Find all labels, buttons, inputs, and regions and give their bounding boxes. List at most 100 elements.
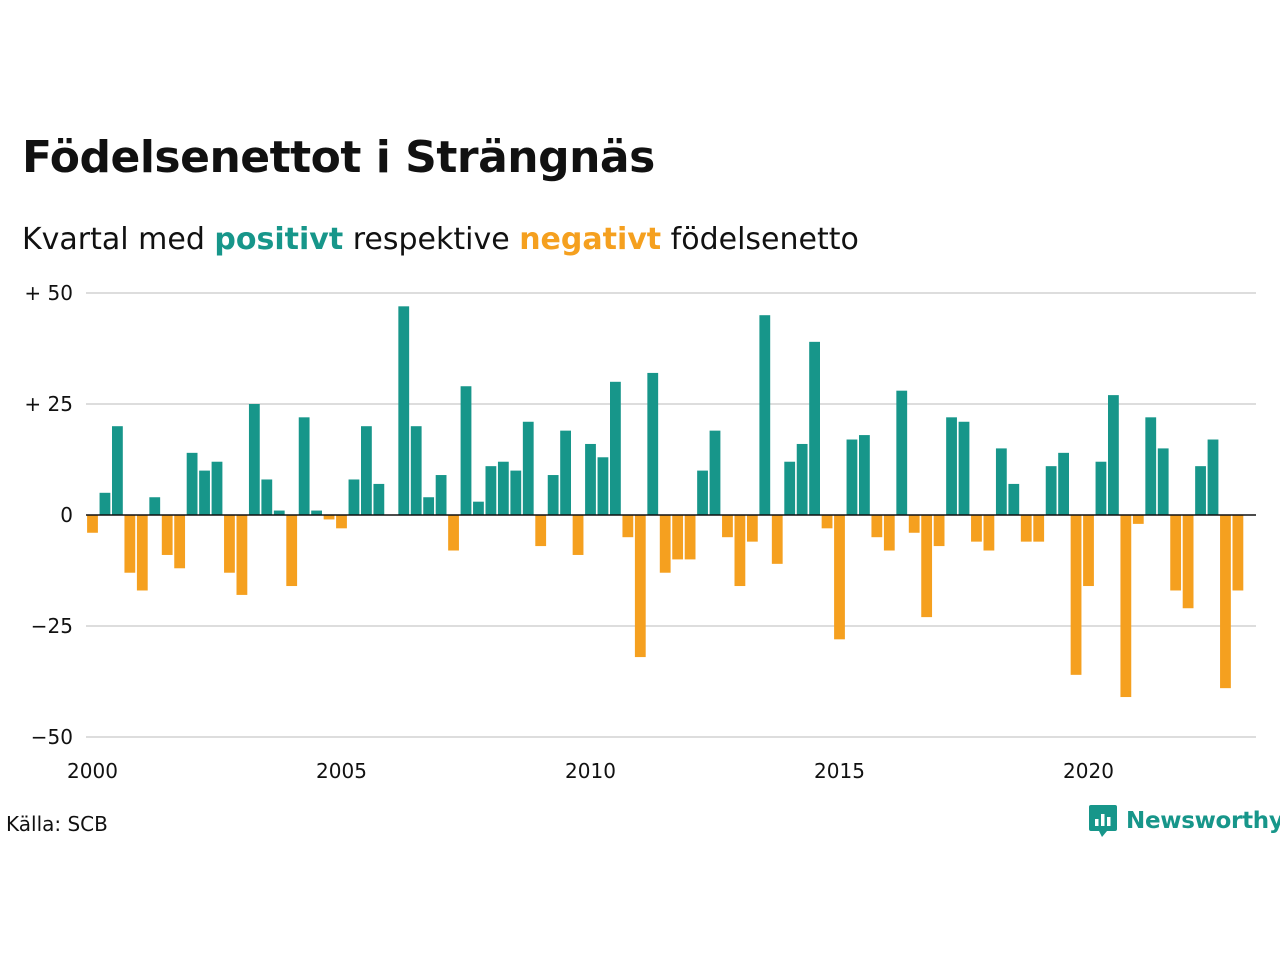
bar xyxy=(784,461,796,515)
bar xyxy=(1008,483,1020,515)
bar xyxy=(336,515,347,529)
subtitle-suffix: födelsenetto xyxy=(661,222,859,257)
x-tick-label: 2010 xyxy=(565,759,616,783)
bar xyxy=(361,426,372,515)
x-tick-label: 2000 xyxy=(67,759,118,783)
bar xyxy=(896,390,908,515)
bar xyxy=(136,515,148,591)
bar xyxy=(597,457,609,515)
bar xyxy=(298,417,310,515)
bar xyxy=(859,435,870,515)
bar xyxy=(697,470,708,515)
bar xyxy=(809,341,820,515)
bar xyxy=(522,421,534,515)
bar xyxy=(211,461,223,515)
bar xyxy=(759,315,771,515)
bar xyxy=(572,515,584,555)
bar xyxy=(722,515,733,538)
bar xyxy=(921,515,933,618)
bar xyxy=(273,510,285,515)
bar xyxy=(1132,515,1144,524)
axes: + 50 + 25 0 −25 −50 2000 2005 2010 2015 2020 xyxy=(24,281,1256,783)
bar xyxy=(1108,395,1119,515)
bar xyxy=(535,515,547,547)
source-note: Källa: SCB xyxy=(6,812,108,836)
bar xyxy=(647,372,659,515)
bar xyxy=(672,515,684,560)
subtitle-middle: respektive xyxy=(343,222,520,257)
bar xyxy=(560,430,571,515)
bar xyxy=(846,439,858,515)
bar xyxy=(958,421,970,515)
bar xyxy=(946,417,957,515)
x-tick-label: 2020 xyxy=(1063,759,1114,783)
bar xyxy=(435,475,447,515)
newsworthy-logo-icon xyxy=(1089,805,1117,837)
bar xyxy=(1083,515,1094,587)
bar xyxy=(473,501,484,515)
bar xyxy=(734,515,746,587)
bar-chart: + 50 + 25 0 −25 −50 2000 2005 2010 2015 2020 xyxy=(24,281,1256,783)
bar xyxy=(834,515,845,640)
bars xyxy=(87,306,1244,698)
bar xyxy=(1170,515,1182,591)
bar xyxy=(746,515,758,542)
bar xyxy=(995,448,1007,515)
y-tick-label: + 25 xyxy=(24,392,73,416)
bar xyxy=(410,426,422,515)
bar xyxy=(709,430,721,515)
bar xyxy=(634,515,646,658)
bar xyxy=(460,386,472,515)
bar xyxy=(821,515,833,529)
bar xyxy=(174,515,186,569)
bar xyxy=(659,515,671,573)
bar xyxy=(622,515,634,538)
bar xyxy=(373,483,385,515)
bar xyxy=(485,466,497,515)
bar xyxy=(1020,515,1032,542)
bar xyxy=(236,515,248,595)
y-tick-label: + 50 xyxy=(24,281,73,305)
bar xyxy=(871,515,883,538)
bar xyxy=(398,306,410,515)
bar xyxy=(510,470,522,515)
bar xyxy=(908,515,920,533)
bar xyxy=(311,510,322,515)
bar xyxy=(348,479,360,515)
bar xyxy=(87,515,98,533)
bar xyxy=(1195,466,1206,515)
bar xyxy=(286,515,298,587)
subtitle-prefix: Kvartal med xyxy=(22,222,215,257)
subtitle-positive-label: positivt xyxy=(214,222,344,257)
bar xyxy=(1207,439,1219,515)
bar xyxy=(423,497,435,515)
bar xyxy=(796,443,808,515)
bar xyxy=(224,515,235,573)
newsworthy-logo: Newsworthy xyxy=(1088,804,1280,838)
bar xyxy=(547,475,559,515)
bar xyxy=(983,515,995,551)
subtitle-negative-label: negativt xyxy=(519,222,662,257)
x-tick-label: 2015 xyxy=(814,759,865,783)
bar xyxy=(1157,448,1169,515)
chart-title: Födelsenettot i Strängnäs xyxy=(22,132,655,183)
bar xyxy=(323,515,335,520)
newsworthy-logo-text: Newsworthy xyxy=(1126,808,1280,834)
bar xyxy=(1070,515,1082,675)
y-tick-label: 0 xyxy=(60,503,73,527)
bar xyxy=(610,381,621,515)
bar xyxy=(1120,515,1132,698)
bar xyxy=(1220,515,1231,689)
bar xyxy=(684,515,696,560)
y-tick-label: −25 xyxy=(31,614,73,638)
bar xyxy=(585,443,596,515)
bar xyxy=(199,470,210,515)
bar xyxy=(771,515,783,564)
bar xyxy=(161,515,173,555)
grid-lines xyxy=(86,292,1256,738)
bar xyxy=(1095,461,1107,515)
bar xyxy=(112,426,123,515)
bar xyxy=(933,515,945,547)
bar xyxy=(497,461,509,515)
chart-subtitle: Kvartal med positivt respektive negativt… xyxy=(22,222,859,257)
